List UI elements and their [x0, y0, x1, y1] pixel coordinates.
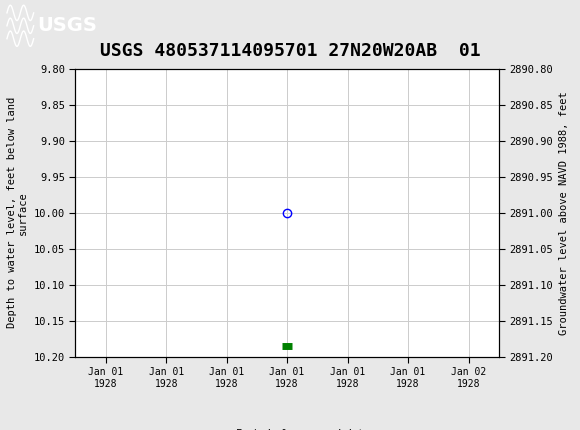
Y-axis label: Depth to water level, feet below land
surface: Depth to water level, feet below land su…: [6, 97, 28, 329]
Text: USGS 480537114095701 27N20W20AB  01: USGS 480537114095701 27N20W20AB 01: [100, 42, 480, 60]
Text: USGS: USGS: [38, 16, 97, 35]
Legend: Period of approved data: Period of approved data: [200, 425, 374, 430]
Y-axis label: Groundwater level above NAVD 1988, feet: Groundwater level above NAVD 1988, feet: [559, 91, 568, 335]
